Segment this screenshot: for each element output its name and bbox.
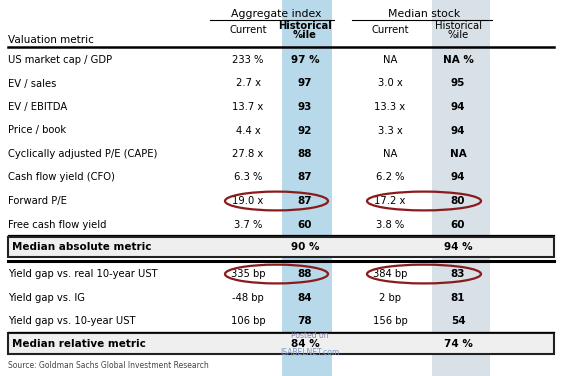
Text: Forward P/E: Forward P/E: [8, 196, 67, 206]
Text: 13.7 x: 13.7 x: [232, 102, 263, 112]
Text: Yield gap vs. IG: Yield gap vs. IG: [8, 293, 85, 303]
Text: Price / book: Price / book: [8, 126, 66, 135]
Text: EV / sales: EV / sales: [8, 79, 56, 88]
Text: Historical: Historical: [434, 21, 482, 31]
Text: ISABELNET.com: ISABELNET.com: [280, 347, 340, 356]
Text: 60: 60: [298, 220, 312, 229]
Text: 2 bp: 2 bp: [379, 293, 401, 303]
Bar: [8, 333, 554, 354]
Text: Median relative metric: Median relative metric: [12, 338, 146, 349]
Text: 3.0 x: 3.0 x: [378, 79, 402, 88]
Text: 156 bp: 156 bp: [373, 316, 407, 326]
Text: Current: Current: [371, 25, 409, 35]
Text: 3.3 x: 3.3 x: [378, 126, 402, 135]
Text: 335 bp: 335 bp: [231, 269, 265, 279]
Text: 6.2 %: 6.2 %: [376, 173, 404, 182]
Text: NA %: NA %: [443, 55, 473, 65]
Text: 97 %: 97 %: [290, 55, 319, 65]
Text: Free cash flow yield: Free cash flow yield: [8, 220, 107, 229]
Text: 87: 87: [298, 173, 312, 182]
Text: Yield gap vs. real 10-year UST: Yield gap vs. real 10-year UST: [8, 269, 157, 279]
Text: Aggregate index: Aggregate index: [231, 9, 321, 19]
Bar: [282, 0, 332, 376]
Text: 78: 78: [298, 316, 312, 326]
Text: 83: 83: [451, 269, 465, 279]
Text: 94 %: 94 %: [444, 242, 472, 252]
Text: EV / EBITDA: EV / EBITDA: [8, 102, 67, 112]
Text: 92: 92: [298, 126, 312, 135]
Text: 384 bp: 384 bp: [373, 269, 407, 279]
Text: 60: 60: [451, 220, 465, 229]
Text: Current: Current: [229, 25, 267, 35]
Text: Yield gap vs. 10-year UST: Yield gap vs. 10-year UST: [8, 316, 135, 326]
Text: 94: 94: [451, 173, 465, 182]
Text: 54: 54: [451, 316, 465, 326]
Text: 84 %: 84 %: [290, 338, 319, 349]
Bar: [8, 237, 554, 257]
Text: Source: Goldman Sachs Global Investment Research: Source: Goldman Sachs Global Investment …: [8, 361, 209, 370]
Text: 93: 93: [298, 102, 312, 112]
Text: -48 bp: -48 bp: [232, 293, 264, 303]
Text: 90 %: 90 %: [291, 242, 319, 252]
Text: 94: 94: [451, 102, 465, 112]
Text: 97: 97: [298, 79, 312, 88]
Text: 94: 94: [451, 126, 465, 135]
Text: 3.7 %: 3.7 %: [234, 220, 262, 229]
Text: 3.8 %: 3.8 %: [376, 220, 404, 229]
Text: Historical: Historical: [278, 21, 332, 31]
Text: Median absolute metric: Median absolute metric: [12, 242, 152, 252]
Text: %ile: %ile: [447, 30, 469, 40]
Text: 19.0 x: 19.0 x: [232, 196, 263, 206]
Text: 2.7 x: 2.7 x: [236, 79, 261, 88]
Text: %ile: %ile: [293, 30, 317, 40]
Text: 84: 84: [298, 293, 312, 303]
Text: 106 bp: 106 bp: [231, 316, 265, 326]
Text: NA: NA: [383, 149, 397, 159]
Text: Cyclically adjusted P/E (CAPE): Cyclically adjusted P/E (CAPE): [8, 149, 157, 159]
Text: 6.3 %: 6.3 %: [234, 173, 262, 182]
Text: 87: 87: [298, 196, 312, 206]
Text: Valuation metric: Valuation metric: [8, 35, 94, 45]
Text: US market cap / GDP: US market cap / GDP: [8, 55, 112, 65]
Text: 17.2 x: 17.2 x: [374, 196, 406, 206]
Bar: [432, 0, 490, 376]
Text: Median stock: Median stock: [388, 9, 460, 19]
Text: Cash flow yield (CFO): Cash flow yield (CFO): [8, 173, 115, 182]
Text: 81: 81: [451, 293, 465, 303]
Text: 80: 80: [451, 196, 465, 206]
Text: 74 %: 74 %: [443, 338, 473, 349]
Text: 233 %: 233 %: [232, 55, 264, 65]
Text: 95: 95: [451, 79, 465, 88]
Text: 27.8 x: 27.8 x: [232, 149, 263, 159]
Text: 4.4 x: 4.4 x: [236, 126, 261, 135]
Text: 13.3 x: 13.3 x: [374, 102, 406, 112]
Text: NA: NA: [450, 149, 466, 159]
Text: 88: 88: [298, 269, 312, 279]
Text: Posted on: Posted on: [291, 331, 329, 340]
Text: 88: 88: [298, 149, 312, 159]
Text: NA: NA: [383, 55, 397, 65]
